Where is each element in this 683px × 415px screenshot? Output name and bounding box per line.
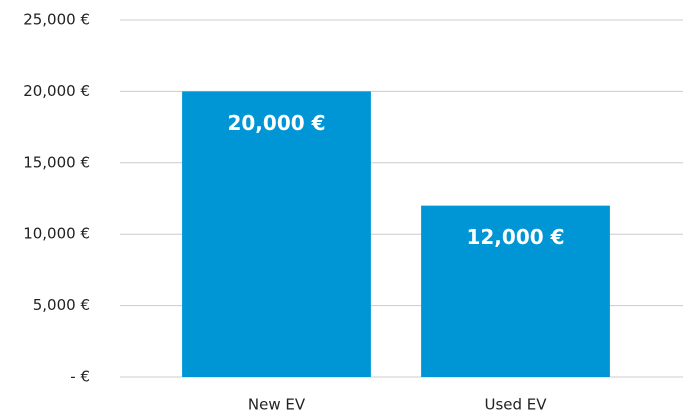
y-tick-label: 15,000 € (23, 153, 90, 171)
y-tick-label: 20,000 € (23, 82, 90, 100)
bar (182, 91, 371, 378)
value-label: 12,000 € (466, 225, 564, 249)
x-tick-label: New EV (248, 396, 306, 414)
y-tick-label: - € (70, 368, 90, 386)
value-label: 20,000 € (227, 111, 325, 135)
bar (421, 205, 610, 377)
y-tick-label: 25,000 € (23, 11, 90, 29)
x-tick-label: Used EV (484, 396, 547, 414)
y-tick-label: 5,000 € (33, 296, 90, 314)
y-tick-label: 10,000 € (23, 225, 90, 243)
